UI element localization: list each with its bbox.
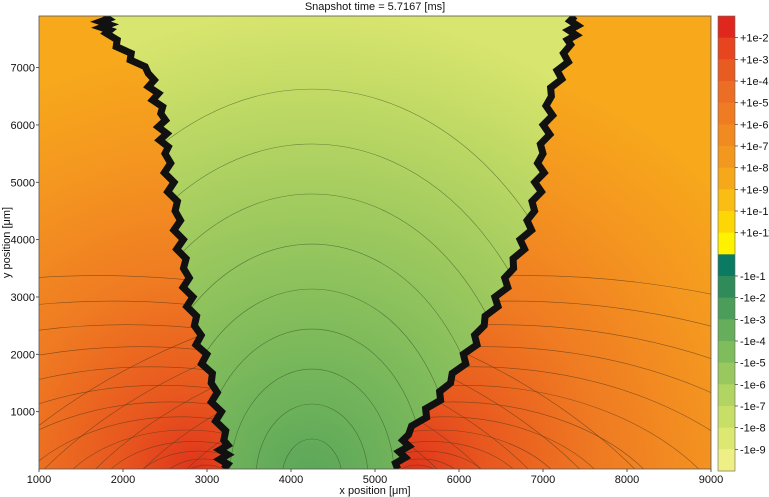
colorbar-swatch — [718, 319, 735, 342]
x-tick-label: 8000 — [615, 474, 639, 486]
colorbar-swatch — [718, 254, 735, 277]
contour-line — [95, 324, 711, 469]
y-tick-label: 2000 — [11, 349, 35, 361]
colorbar-label: +1e-3 — [740, 54, 768, 66]
colorbar-label: +1e-10 — [740, 206, 769, 218]
contour-line — [39, 300, 580, 469]
colorbar-label: -1e-6 — [740, 379, 766, 391]
contour-line — [229, 368, 395, 469]
y-axis: 1000 2000 3000 4000 5000 6000 7000 — [11, 63, 39, 419]
contour-line — [400, 464, 435, 469]
x-tick-label: 7000 — [531, 474, 555, 486]
colorbar-label: +1e-2 — [740, 33, 768, 45]
colorbar-label: -1e-2 — [740, 293, 766, 305]
contour-line — [255, 403, 369, 469]
colorbar-labels: +1e-2 +1e-3 +1e-4 +1e-5 +1e-6 +1e-7 +1e-8 +1e-9… — [735, 33, 769, 456]
colorbar-swatch — [718, 102, 735, 125]
colorbar-swatch — [718, 341, 735, 364]
contour-line — [281, 438, 343, 469]
colorbar-label: -1e-7 — [740, 401, 766, 413]
colorbar-swatch — [718, 167, 735, 190]
colorbar-label: +1e-5 — [740, 98, 768, 110]
contour-line — [44, 300, 711, 469]
colorbar-swatch — [718, 59, 735, 82]
chart-title: Snapshot time = 5.7167 [ms] — [305, 1, 445, 13]
y-axis-label: y position [μm] — [1, 207, 13, 278]
colorbar-frame — [717, 15, 736, 472]
colorbar-swatch — [718, 384, 735, 407]
x-tick-label: 9000 — [699, 474, 723, 486]
colorbar-swatch — [718, 16, 735, 39]
colorbar-swatch — [718, 124, 735, 147]
colorbar-label: +1e-7 — [740, 141, 768, 153]
y-tick-label: 5000 — [11, 177, 35, 189]
colorbar-swatch — [718, 211, 735, 234]
colorbar-swatch — [718, 362, 735, 385]
colorbar-swatch — [718, 297, 735, 320]
y-tick-label: 6000 — [11, 120, 35, 132]
x-tick-label: 2000 — [111, 474, 135, 486]
colorbar-swatch — [718, 406, 735, 429]
colorbar-label: -1e-5 — [740, 358, 766, 370]
colorbar-swatch — [718, 449, 735, 472]
y-tick-label: 4000 — [11, 235, 35, 247]
colorbar-label: +1e-9 — [740, 184, 768, 196]
colorbar-swatch — [718, 427, 735, 450]
right-boundary — [391, 16, 585, 469]
colorbar-label: +1e-6 — [740, 119, 768, 131]
colorbar-swatch — [718, 37, 735, 60]
colorbar-label: -1e-8 — [740, 423, 766, 435]
contour-line — [189, 464, 224, 469]
colorbar-swatch — [718, 232, 735, 255]
colorbar-swatch — [718, 276, 735, 299]
colorbar-label: -1e-3 — [740, 314, 766, 326]
x-tick-label: 1000 — [27, 474, 51, 486]
x-tick-label: 5000 — [363, 474, 387, 486]
y-tick-label: 1000 — [11, 407, 35, 419]
colorbar-swatch — [718, 146, 735, 169]
colorbar — [717, 15, 736, 472]
x-axis: 1000 2000 3000 4000 5000 6000 7000 8000 9000 — [27, 469, 723, 486]
colorbar-label: +1e-11 — [740, 228, 769, 240]
colorbar-label: -1e-4 — [740, 336, 766, 348]
x-axis-label: x position [μm] — [339, 485, 410, 497]
y-tick-label: 7000 — [11, 63, 35, 75]
plot-area — [39, 16, 711, 469]
colorbar-label: +1e-4 — [740, 76, 768, 88]
x-tick-label: 4000 — [279, 474, 303, 486]
x-tick-label: 3000 — [195, 474, 219, 486]
left-boundary — [90, 16, 235, 469]
contour-line — [39, 275, 636, 469]
colorbar-swatch — [718, 81, 735, 104]
y-tick-label: 3000 — [11, 292, 35, 304]
contour-line — [39, 275, 711, 426]
colorbar-swatch — [718, 189, 735, 212]
x-tick-label: 6000 — [447, 474, 471, 486]
colorbar-label: -1e-9 — [740, 444, 766, 456]
negative-region — [103, 16, 575, 469]
colorbar-label: -1e-1 — [740, 271, 766, 283]
colorbar-label: +1e-8 — [740, 163, 768, 175]
